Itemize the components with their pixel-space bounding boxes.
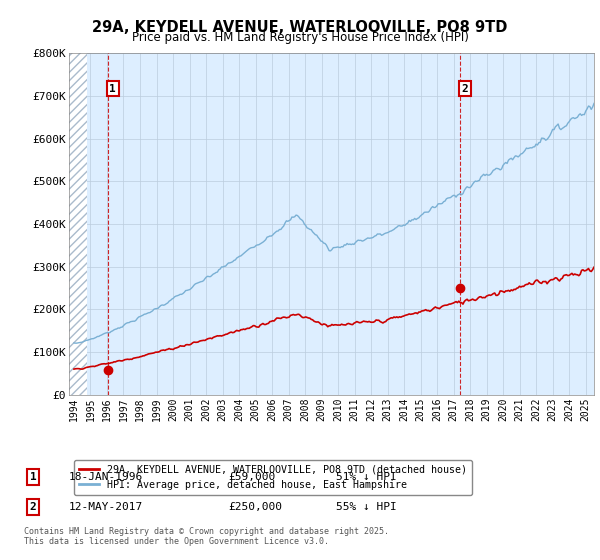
- Text: 1: 1: [29, 472, 37, 482]
- Text: £250,000: £250,000: [228, 502, 282, 512]
- Text: Price paid vs. HM Land Registry's House Price Index (HPI): Price paid vs. HM Land Registry's House …: [131, 31, 469, 44]
- Text: 12-MAY-2017: 12-MAY-2017: [69, 502, 143, 512]
- Text: 29A, KEYDELL AVENUE, WATERLOOVILLE, PO8 9TD: 29A, KEYDELL AVENUE, WATERLOOVILLE, PO8 …: [92, 20, 508, 35]
- Legend: 29A, KEYDELL AVENUE, WATERLOOVILLE, PO8 9TD (detached house), HPI: Average price: 29A, KEYDELL AVENUE, WATERLOOVILLE, PO8 …: [74, 460, 472, 494]
- Text: 18-JAN-1996: 18-JAN-1996: [69, 472, 143, 482]
- Text: 2: 2: [461, 83, 468, 94]
- Text: 51% ↓ HPI: 51% ↓ HPI: [336, 472, 397, 482]
- Text: Contains HM Land Registry data © Crown copyright and database right 2025.
This d: Contains HM Land Registry data © Crown c…: [24, 526, 389, 546]
- Text: 2: 2: [29, 502, 37, 512]
- Text: £59,000: £59,000: [228, 472, 275, 482]
- Text: 55% ↓ HPI: 55% ↓ HPI: [336, 502, 397, 512]
- Bar: [69, 53, 87, 395]
- Text: 1: 1: [109, 83, 116, 94]
